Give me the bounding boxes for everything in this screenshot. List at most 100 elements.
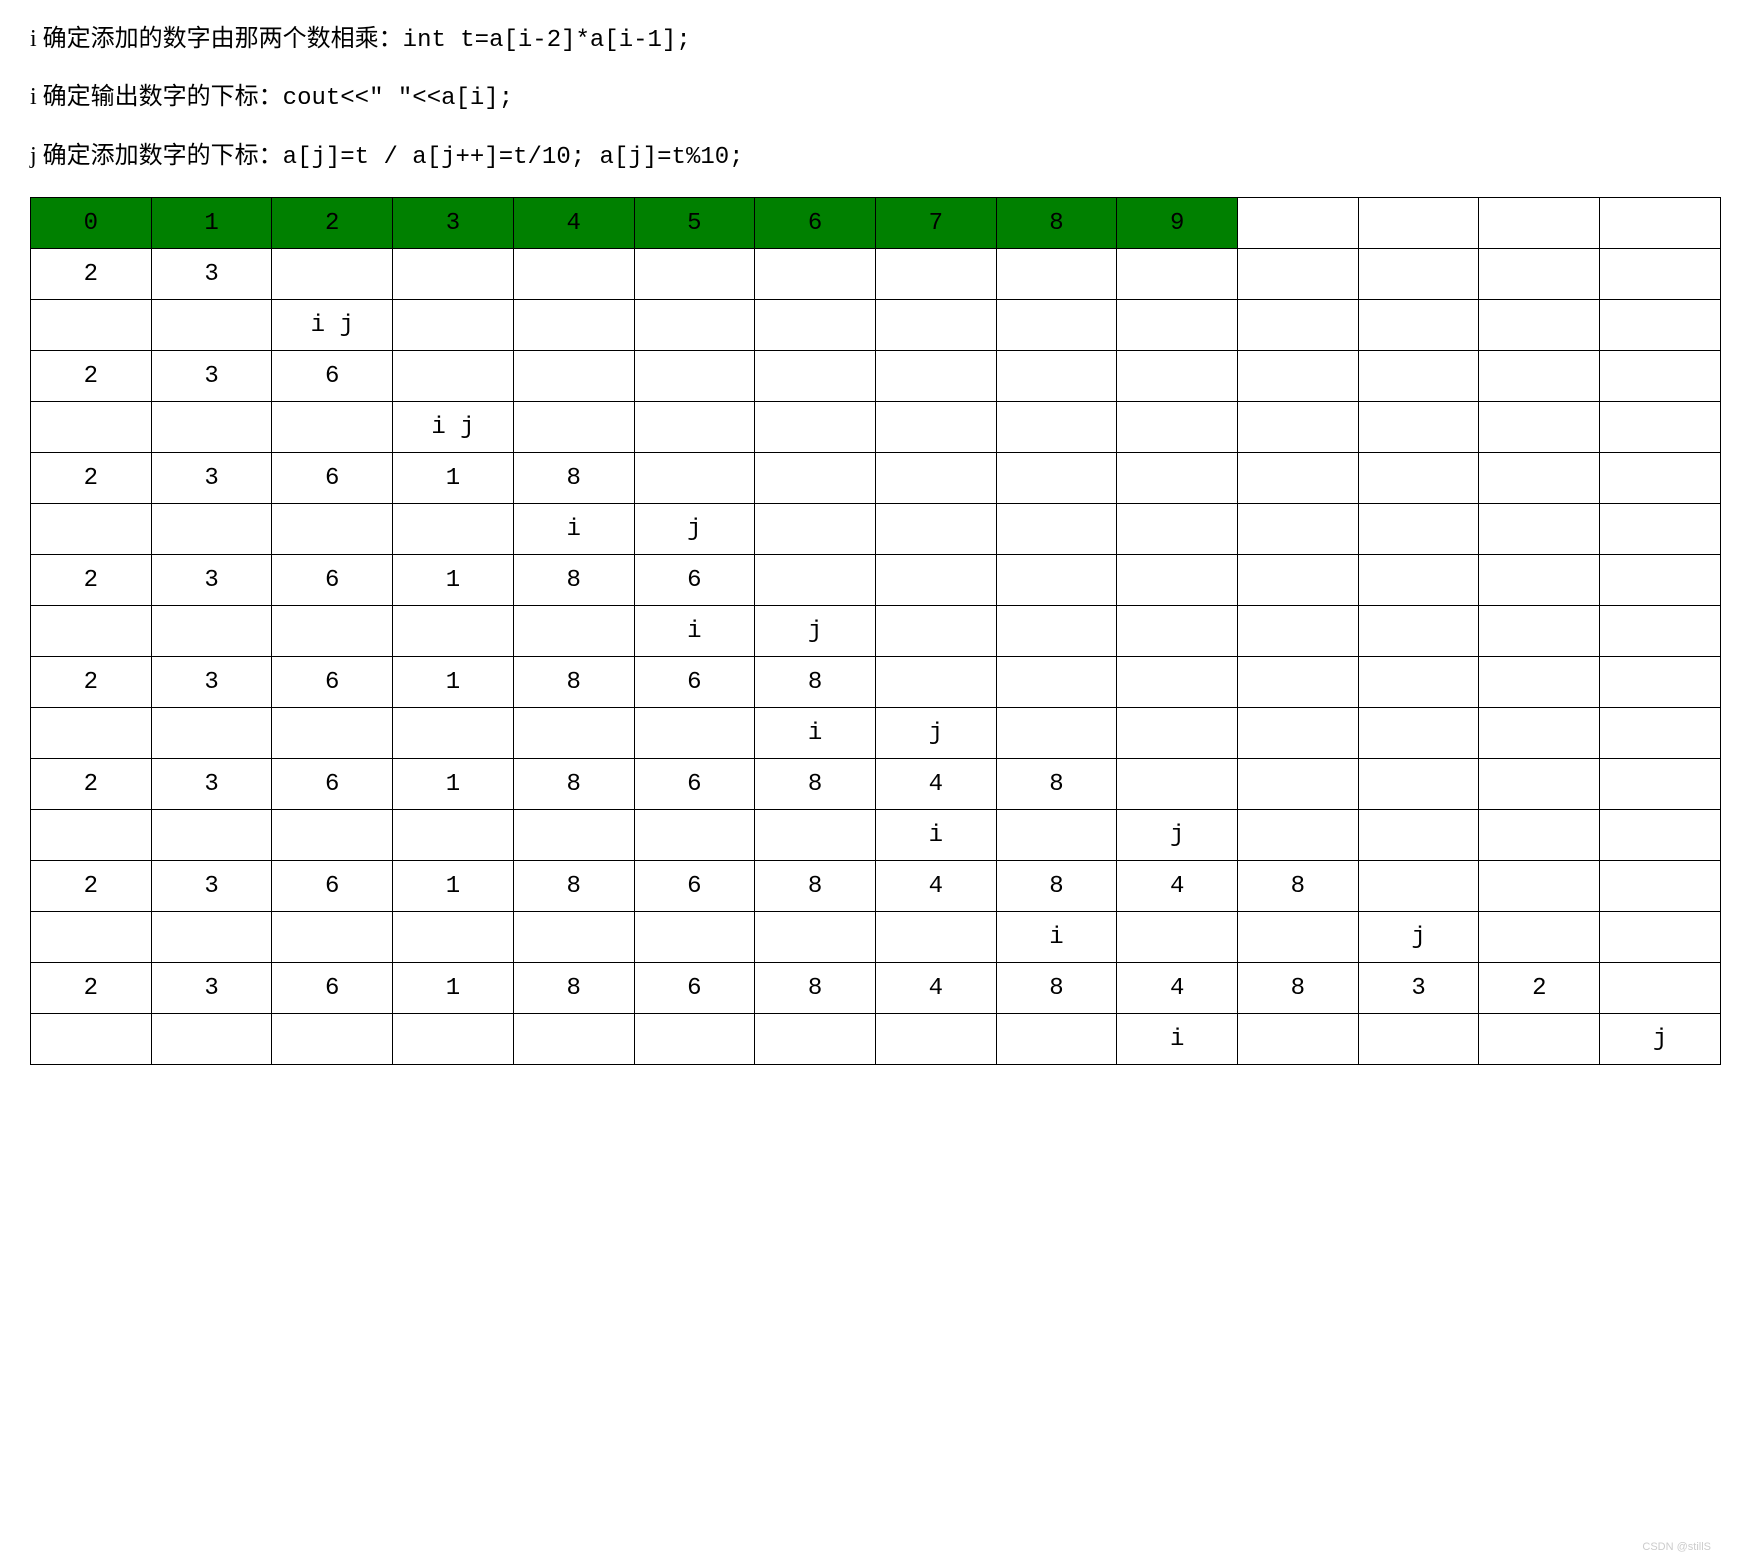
table-cell — [996, 402, 1117, 453]
table-cell: 8 — [755, 759, 876, 810]
table-cell — [1238, 300, 1359, 351]
table-cell — [151, 300, 272, 351]
table-cell — [755, 504, 876, 555]
table-cell — [393, 810, 514, 861]
table-cell — [1600, 963, 1721, 1014]
table-cell — [1358, 453, 1479, 504]
table-cell: 2 — [31, 657, 152, 708]
table-cell: i — [875, 810, 996, 861]
table-cell: 8 — [755, 861, 876, 912]
table-cell: 6 — [272, 657, 393, 708]
line2-code: cout<<" "<<a[i]; — [283, 85, 513, 112]
table-cell: 4 — [1117, 861, 1238, 912]
table-cell — [1479, 810, 1600, 861]
table-cell: 8 — [513, 657, 634, 708]
table-cell — [634, 300, 755, 351]
table-cell — [875, 453, 996, 504]
table-cell — [996, 708, 1117, 759]
table-cell — [1117, 300, 1238, 351]
table-cell — [875, 351, 996, 402]
table-cell: i — [634, 606, 755, 657]
table-cell — [31, 708, 152, 759]
table-row: ij — [31, 504, 1721, 555]
table-cell: 3 — [151, 759, 272, 810]
table-cell: i j — [272, 300, 393, 351]
table-row: ij — [31, 708, 1721, 759]
table-cell — [755, 912, 876, 963]
table-cell — [1479, 759, 1600, 810]
table-cell — [272, 504, 393, 555]
table-cell: 2 — [31, 861, 152, 912]
header-cell: 1 — [151, 198, 272, 249]
table-cell: 8 — [755, 963, 876, 1014]
table-cell — [1358, 708, 1479, 759]
table-cell: 3 — [151, 351, 272, 402]
table-cell — [31, 504, 152, 555]
table-cell: 1 — [393, 963, 514, 1014]
table-cell — [272, 249, 393, 300]
table-cell — [513, 606, 634, 657]
table-cell — [1238, 759, 1359, 810]
table-cell: i — [755, 708, 876, 759]
table-cell — [996, 453, 1117, 504]
table-cell — [1479, 453, 1600, 504]
table-cell: i — [996, 912, 1117, 963]
table-cell — [1358, 300, 1479, 351]
header-cell: 3 — [393, 198, 514, 249]
table-cell — [1238, 402, 1359, 453]
table-row: i j — [31, 300, 1721, 351]
table-cell: 8 — [996, 759, 1117, 810]
table-cell — [1358, 504, 1479, 555]
table-cell — [996, 351, 1117, 402]
table-cell — [513, 249, 634, 300]
table-row: i j — [31, 402, 1721, 453]
table-cell — [875, 1014, 996, 1065]
table-cell — [1600, 912, 1721, 963]
table-cell — [393, 351, 514, 402]
table-cell: j — [755, 606, 876, 657]
table-cell — [996, 810, 1117, 861]
table-cell — [1117, 912, 1238, 963]
table-cell — [1117, 606, 1238, 657]
table-cell — [1358, 1014, 1479, 1065]
table-cell — [272, 912, 393, 963]
table-cell: 2 — [31, 453, 152, 504]
table-cell — [1358, 810, 1479, 861]
table-cell — [755, 402, 876, 453]
table-cell — [996, 657, 1117, 708]
table-cell — [755, 555, 876, 606]
table-cell — [1479, 504, 1600, 555]
table-cell — [634, 1014, 755, 1065]
table-cell — [31, 300, 152, 351]
table-cell — [1238, 708, 1359, 759]
table-cell — [1117, 657, 1238, 708]
header-cell — [1479, 198, 1600, 249]
table-cell — [1238, 504, 1359, 555]
table-header-row: 0123456789 — [31, 198, 1721, 249]
table-cell — [31, 402, 152, 453]
table-cell — [875, 912, 996, 963]
table-row: ij — [31, 1014, 1721, 1065]
table-cell — [393, 606, 514, 657]
table-cell: j — [1600, 1014, 1721, 1065]
table-cell: 2 — [31, 963, 152, 1014]
table-cell — [1600, 555, 1721, 606]
table-cell — [513, 1014, 634, 1065]
table-cell: 2 — [31, 555, 152, 606]
table-cell: 3 — [151, 861, 272, 912]
table-cell — [634, 249, 755, 300]
table-cell — [151, 912, 272, 963]
table-cell — [996, 300, 1117, 351]
table-cell — [875, 555, 996, 606]
table-cell — [634, 912, 755, 963]
table-cell: 8 — [996, 861, 1117, 912]
table-cell — [755, 249, 876, 300]
table-cell — [1238, 351, 1359, 402]
table-cell — [31, 810, 152, 861]
table-row: 23618 — [31, 453, 1721, 504]
table-cell: 3 — [151, 453, 272, 504]
table-cell: 8 — [1238, 861, 1359, 912]
table-cell — [1238, 249, 1359, 300]
table-cell — [1479, 1014, 1600, 1065]
table-cell — [1117, 453, 1238, 504]
